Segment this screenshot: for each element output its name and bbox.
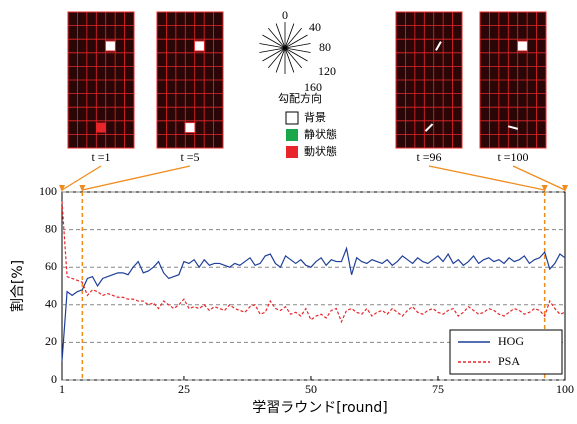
- x-tick-label: 100: [556, 382, 574, 396]
- x-tick-label: 75: [432, 382, 444, 396]
- panel-cell: [194, 41, 204, 51]
- state-swatch: [286, 112, 298, 124]
- panel-label: t =96: [416, 150, 441, 164]
- panel-label: t =5: [180, 150, 199, 164]
- arrow-head: [79, 185, 85, 192]
- legend-label: HOG: [498, 334, 524, 348]
- x-label: 学習ラウンド[round]: [252, 400, 388, 416]
- state-swatch: [286, 129, 298, 141]
- panel-label: t =1: [91, 150, 110, 164]
- y-tick-label: 60: [45, 259, 57, 273]
- state-label: 背景: [304, 110, 326, 124]
- gradient-angle: 40: [309, 20, 321, 34]
- gradient-angle: 80: [319, 40, 331, 54]
- panel-cell: [96, 123, 106, 133]
- x-tick-label: 25: [178, 382, 190, 396]
- x-tick-label: 50: [305, 382, 317, 396]
- state-swatch: [286, 146, 298, 158]
- state-label: 静状態: [304, 127, 337, 141]
- y-tick-label: 0: [51, 372, 57, 386]
- panel-cell: [185, 123, 195, 133]
- y-label: 割合[%]: [9, 260, 26, 312]
- y-tick-label: 20: [45, 334, 57, 348]
- panel-arrow: [513, 166, 565, 190]
- y-tick-label: 40: [45, 297, 57, 311]
- x-tick-label: 1: [59, 382, 65, 396]
- panel-cell: [517, 41, 527, 51]
- gradient-angle: 160: [304, 80, 322, 94]
- panel-label: t =100: [497, 150, 528, 164]
- gradient-angle: 120: [318, 64, 336, 78]
- gradient-angle: 0: [282, 8, 288, 22]
- panel-cell: [105, 41, 115, 51]
- y-tick-label: 80: [45, 221, 57, 235]
- arrow-head: [542, 185, 548, 192]
- panel-arrow: [429, 166, 545, 190]
- legend-label: PSA: [498, 354, 520, 368]
- panel-arrow: [82, 166, 190, 190]
- state-label: 動状態: [304, 144, 337, 158]
- y-tick-label: 100: [39, 184, 57, 198]
- chart: 学習ラウンド[round] 割合[%] 勾配方向 020406080100125…: [0, 0, 577, 419]
